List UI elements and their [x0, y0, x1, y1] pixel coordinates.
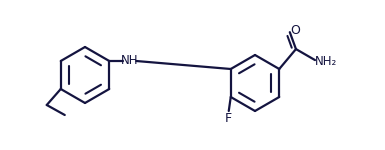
- Text: F: F: [225, 112, 232, 126]
- Text: NH: NH: [121, 54, 138, 66]
- Text: O: O: [290, 24, 300, 37]
- Text: NH₂: NH₂: [315, 55, 337, 68]
